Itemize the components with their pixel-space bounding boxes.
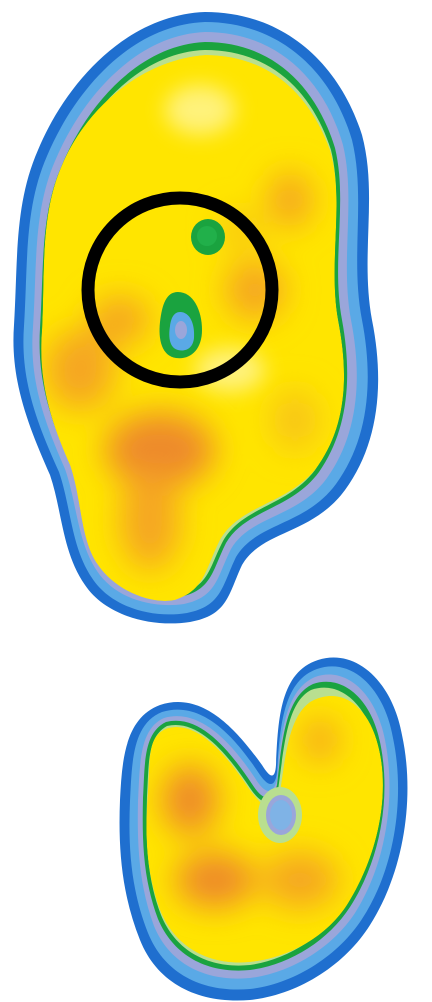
highlight-circle bbox=[81, 191, 279, 389]
heel-print bbox=[119, 657, 408, 1001]
inner-blue-spot bbox=[270, 800, 292, 830]
pressure-hotspot bbox=[162, 765, 218, 835]
pressure-hotspot bbox=[273, 390, 317, 450]
inner-lavender-spot bbox=[175, 321, 187, 339]
pressure-hotspot bbox=[302, 718, 338, 762]
forefoot-print bbox=[13, 12, 379, 624]
pressure-hotspot bbox=[105, 412, 215, 488]
pressure-hotspot bbox=[120, 470, 180, 570]
inner-green-spot bbox=[197, 226, 217, 246]
pressure-hotspot bbox=[268, 172, 312, 228]
pressure-hotspot bbox=[262, 852, 338, 908]
pressure-hotspot bbox=[175, 852, 255, 908]
pressure-lowspot bbox=[165, 85, 235, 135]
pressure-hotspot bbox=[45, 330, 115, 410]
